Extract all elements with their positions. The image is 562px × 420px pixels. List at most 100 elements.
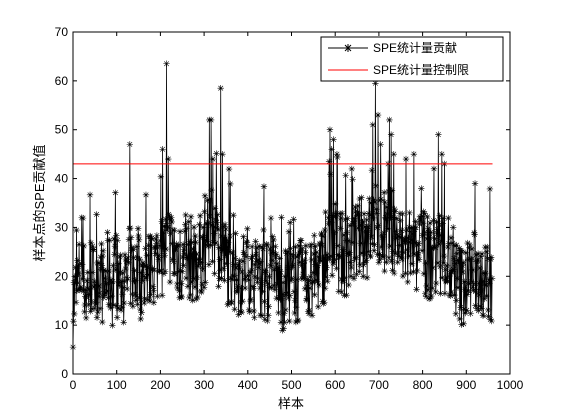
- spe-point-marker: [390, 214, 397, 221]
- spe-point-marker: [100, 266, 108, 274]
- spe-point-marker: [416, 220, 423, 228]
- spe-point-marker: [175, 268, 182, 275]
- spe-point-marker: [350, 218, 357, 225]
- spe-point-marker: [333, 265, 340, 272]
- spe-point-marker: [266, 273, 273, 280]
- spe-point-marker: [84, 285, 91, 292]
- spe-point-marker: [99, 247, 107, 254]
- spe-point-marker: [250, 307, 258, 315]
- x-tick-label: 500: [281, 378, 301, 392]
- spe-point-marker: [131, 291, 139, 298]
- spe-point-marker: [465, 280, 473, 287]
- spe-point-marker: [297, 247, 304, 255]
- spe-point-marker: [296, 258, 304, 266]
- spe-point-marker: [185, 241, 192, 248]
- spe-point-marker: [293, 253, 301, 261]
- spe-point-marker: [445, 214, 452, 222]
- y-axis-label: 样本点的SPE贡献值: [32, 144, 47, 261]
- spe-point-marker: [240, 249, 248, 256]
- spe-point-marker: [136, 295, 143, 302]
- spe-point-marker: [96, 289, 103, 297]
- spe-point-marker: [210, 230, 218, 237]
- spe-point-marker: [264, 280, 272, 288]
- spe-point-marker: [269, 257, 276, 264]
- spe-point-marker: [88, 298, 95, 305]
- spe-point-marker: [108, 292, 116, 300]
- spe-point-marker: [424, 286, 432, 294]
- spe-point-marker: [158, 267, 165, 275]
- spe-point-marker: [225, 300, 232, 307]
- spe-point-marker: [286, 317, 293, 325]
- spe-point-marker: [225, 165, 233, 173]
- spe-point-marker: [433, 230, 441, 237]
- y-axis-ticks: 0 10 20 30 40 50 60 70: [55, 25, 510, 381]
- spe-point-marker: [415, 240, 422, 247]
- spe-point-marker: [175, 287, 183, 294]
- spe-point-marker: [267, 262, 274, 270]
- spe-point-marker: [236, 257, 243, 264]
- spe-point-marker: [157, 173, 165, 180]
- spe-point-marker: [282, 247, 289, 255]
- spe-point-marker: [321, 299, 328, 306]
- spe-point-marker: [299, 270, 307, 278]
- spe-point-marker: [420, 208, 427, 215]
- spe-point-marker: [394, 231, 401, 238]
- spe-point-marker: [321, 226, 328, 234]
- spe-point-marker: [397, 234, 404, 241]
- spe-point-marker: [486, 280, 493, 287]
- spe-point-marker: [389, 248, 397, 255]
- spe-point-marker: [277, 268, 284, 275]
- spe-point-marker: [72, 299, 80, 306]
- spe-point-marker: [458, 321, 465, 328]
- spe-point-marker: [396, 242, 403, 249]
- spe-point-marker: [165, 155, 172, 163]
- spe-point-marker: [188, 239, 195, 246]
- spe-point-marker: [319, 298, 326, 305]
- spe-point-marker: [101, 292, 108, 299]
- spe-point-marker: [106, 267, 113, 275]
- spe-point-marker: [394, 233, 402, 240]
- spe-point-marker: [214, 224, 221, 232]
- spe-point-marker: [90, 283, 98, 291]
- spe-point-marker: [418, 185, 425, 192]
- spe-point-marker: [200, 284, 208, 291]
- spe-point-marker: [128, 247, 135, 254]
- spe-point-marker: [431, 243, 438, 251]
- spe-point-marker: [380, 229, 387, 236]
- spe-point-marker: [376, 256, 383, 263]
- spe-point-marker: [386, 116, 393, 124]
- spe-point-marker: [373, 206, 380, 213]
- spe-point-marker: [297, 237, 304, 244]
- spe-point-marker: [323, 251, 331, 259]
- spe-point-marker: [192, 232, 199, 240]
- spe-point-marker: [232, 230, 239, 237]
- spe-point-marker: [109, 322, 116, 329]
- spe-point-marker: [455, 257, 463, 265]
- spe-point-marker: [281, 273, 289, 280]
- spe-point-marker: [212, 239, 220, 247]
- spe-point-marker: [210, 239, 217, 246]
- y-tick-label: 20: [55, 269, 69, 283]
- spe-point-marker: [275, 309, 282, 317]
- spe-point-marker: [189, 250, 196, 258]
- spe-point-marker: [151, 266, 158, 274]
- spe-point-marker: [197, 287, 205, 295]
- spe-point-marker: [194, 293, 201, 301]
- spe-point-marker: [477, 302, 484, 310]
- spe-point-marker: [460, 320, 467, 328]
- spe-point-marker: [488, 275, 496, 282]
- spe-point-marker: [250, 285, 257, 292]
- spe-point-marker: [231, 255, 239, 262]
- spe-point-marker: [394, 258, 401, 266]
- spe-point-marker: [238, 285, 245, 292]
- spe-point-marker: [113, 232, 120, 239]
- spe-point-marker: [141, 263, 149, 270]
- spe-point-marker: [140, 273, 147, 280]
- spe-point-marker: [412, 224, 420, 231]
- spe-point-marker: [247, 296, 255, 303]
- spe-point-marker: [429, 264, 437, 271]
- spe-point-marker: [153, 232, 161, 239]
- spe-point-marker: [98, 262, 106, 269]
- spe-point-marker: [414, 267, 421, 275]
- spe-point-marker: [422, 293, 430, 300]
